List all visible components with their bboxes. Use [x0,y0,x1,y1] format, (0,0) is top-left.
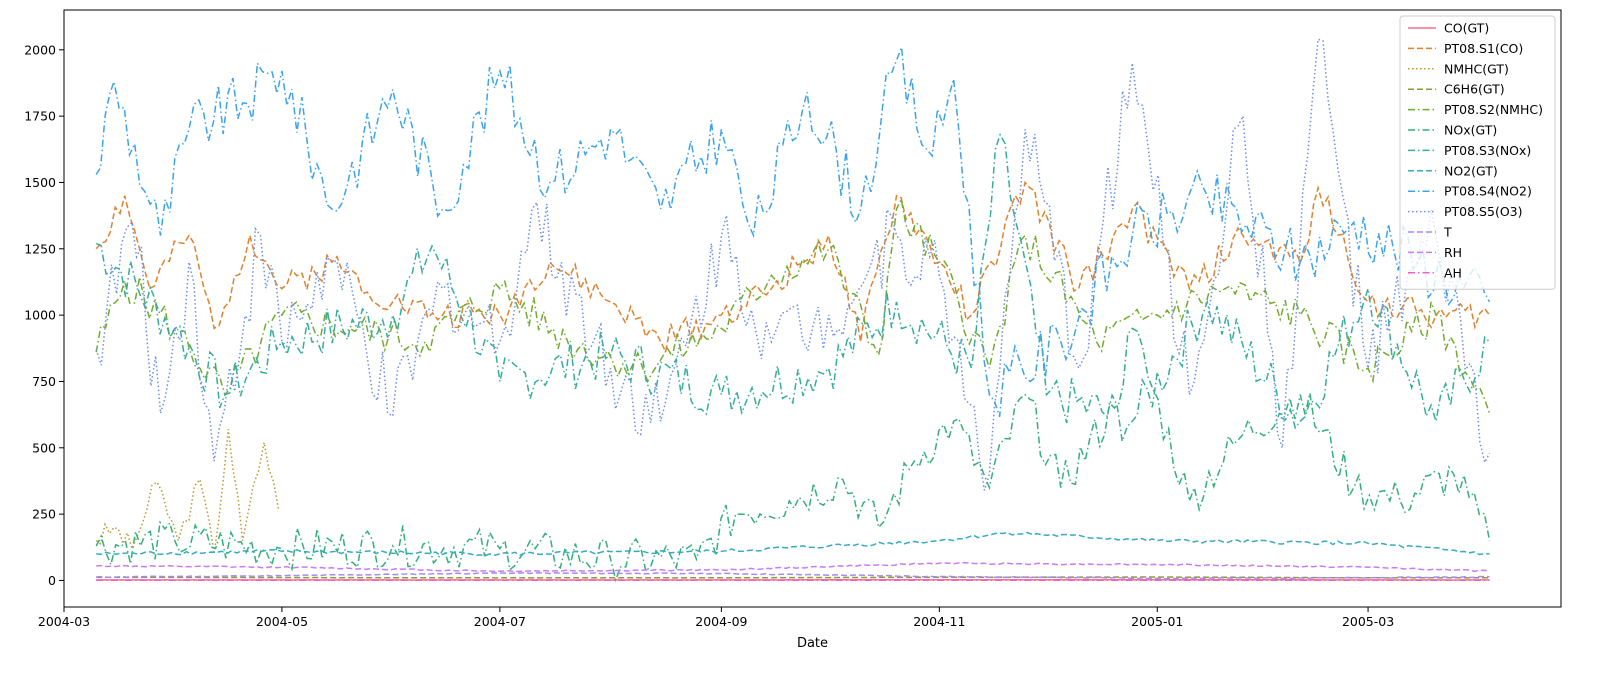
series-line-t [96,571,1490,580]
legend-label: PT08.S2(NMHC) [1444,102,1543,117]
legend: CO(GT) PT08.S1(CO) NMHC(GT) C6H6(GT) PT08.S2… [1399,15,1556,290]
legend-label: NMHC(GT) [1444,61,1509,76]
x-axis: 2004-03 2004-05 2004-07 2004-09 2004-11 2005-… [38,607,1394,629]
legend-label: PT08.S4(NO2) [1444,184,1532,199]
legend-label: T [1443,225,1452,240]
legend-label: NO2(GT) [1444,163,1498,178]
y-tick-label: 2000 [24,42,56,57]
legend-label: C6H6(GT) [1444,82,1505,97]
y-tick-label: 1000 [24,308,56,323]
legend-label: NOx(GT) [1444,123,1497,138]
y-tick-label: 0 [48,573,56,588]
series-line-pt08-s4-no2 [95,47,1491,418]
x-tick-label: 2004-03 [38,614,90,629]
legend-label: AH [1444,265,1462,280]
legend-label: PT08.S5(O3) [1444,204,1523,219]
legend-label: RH [1444,245,1462,260]
plot-frame [63,9,1562,608]
x-tick-label: 2004-11 [913,614,965,629]
y-axis: 0 250 500 750 1000 1250 1500 1750 2000 [24,42,64,588]
x-tick-label: 2004-05 [256,614,308,629]
legend-box [1399,15,1556,290]
y-tick-label: 1750 [24,109,56,124]
series-line-nmhc-gt [95,429,280,555]
series-line-nox-gt [95,327,1491,583]
y-tick-label: 250 [32,507,56,522]
series-line-pt08-s1-co [95,180,1491,355]
y-tick-label: 1500 [24,175,56,190]
x-tick-label: 2005-01 [1131,614,1183,629]
series-line-pt08-s2-nmhc [95,196,1491,414]
legend-label: PT08.S3(NOx) [1444,143,1531,158]
series-line-c6h6-gt [96,576,1490,579]
y-tick-label: 1250 [24,241,56,256]
series-line-rh [96,561,1490,573]
x-tick-label: 2004-09 [695,614,747,629]
legend-label: CO(GT) [1444,21,1489,36]
y-tick-label: 750 [32,374,56,389]
legend-label: PT08.S1(CO) [1444,41,1523,56]
x-tick-label: 2005-03 [1342,614,1394,629]
series-line-no2-gt [96,531,1490,557]
series-line-pt08-s5-o3 [95,38,1491,491]
y-tick-label: 500 [32,440,56,455]
plot-area [95,38,1491,583]
x-tick-label: 2004-07 [474,614,526,629]
series-line-pt08-s3-nox [95,132,1491,442]
x-axis-label: Date [797,636,828,651]
